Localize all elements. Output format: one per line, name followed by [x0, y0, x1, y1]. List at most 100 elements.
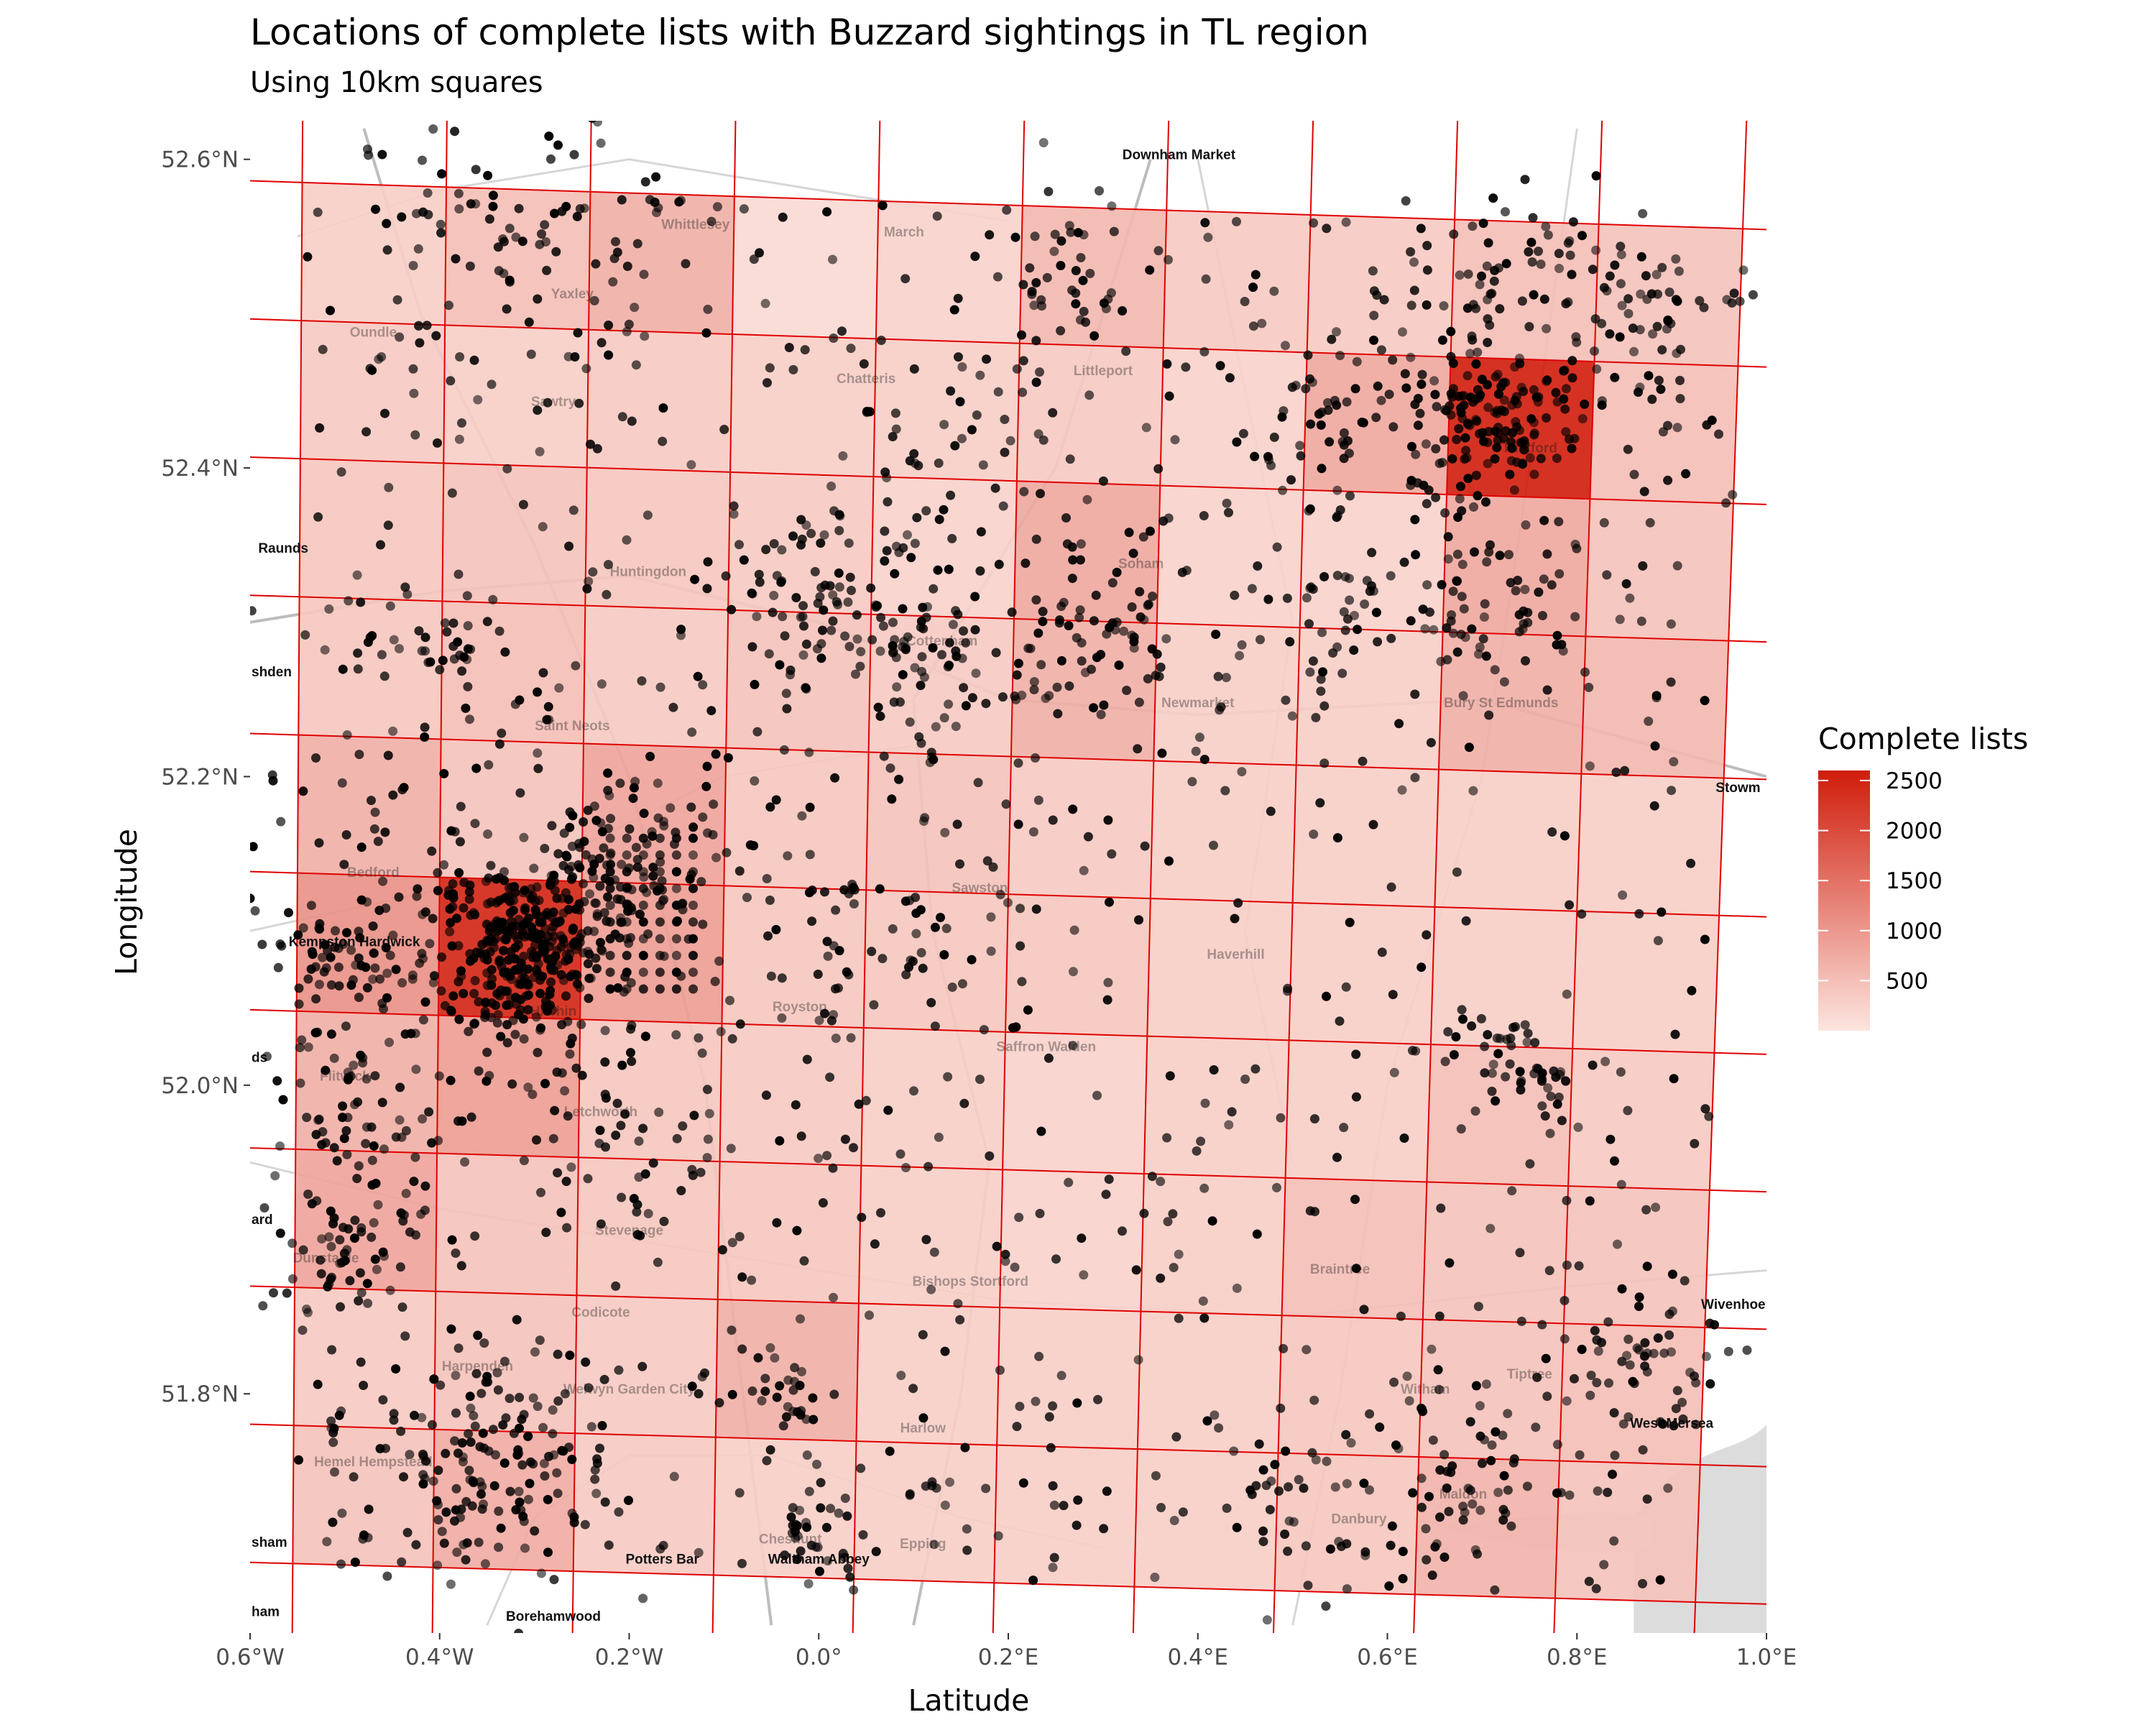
sighting-point [523, 1005, 533, 1015]
sighting-point [1534, 247, 1543, 257]
sighting-point [1515, 1067, 1525, 1077]
sighting-point [1152, 649, 1162, 659]
sighting-point [1332, 485, 1342, 495]
sighting-point [1033, 429, 1044, 439]
sighting-point [1445, 1258, 1455, 1268]
sighting-point [777, 1013, 787, 1023]
sighting-point [898, 670, 908, 680]
sighting-point [1359, 1478, 1369, 1489]
sighting-point [851, 669, 860, 679]
sighting-point [512, 1315, 522, 1325]
sighting-point [605, 883, 615, 893]
sighting-point [1616, 1179, 1626, 1190]
sighting-point [463, 621, 473, 631]
sighting-point [350, 1100, 359, 1110]
sighting-point [1036, 660, 1046, 670]
sighting-point [329, 1143, 339, 1153]
sighting-point [499, 1356, 510, 1366]
sighting-point [671, 867, 681, 877]
sighting-point [1232, 216, 1241, 226]
sighting-point [1272, 542, 1282, 552]
sighting-point [721, 571, 731, 581]
sighting-point [566, 874, 576, 884]
sighting-point [1486, 1455, 1496, 1466]
sighting-point [546, 870, 556, 880]
sighting-point [1623, 294, 1634, 304]
sighting-point [1238, 428, 1248, 438]
sighting-point [990, 483, 1000, 493]
square-cell [1572, 911, 1720, 1053]
sighting-point [542, 714, 552, 724]
sighting-point [581, 1357, 591, 1367]
sighting-point [951, 722, 961, 732]
sighting-point [562, 852, 572, 862]
sighting-point [327, 1345, 337, 1355]
sighting-point [653, 813, 663, 823]
sighting-point [302, 1305, 311, 1314]
sighting-point [604, 560, 613, 569]
square-cell [1292, 765, 1439, 907]
sighting-point [845, 572, 855, 582]
sighting-point [674, 197, 684, 207]
sighting-point [605, 901, 615, 910]
sighting-point [1570, 612, 1580, 622]
sighting-point [1636, 252, 1646, 262]
sighting-point [321, 1065, 331, 1075]
place-label: Potters Bar [625, 1552, 699, 1567]
sighting-point [502, 1038, 512, 1048]
sighting-point [601, 1093, 611, 1103]
sighting-point [1340, 625, 1350, 635]
sighting-point [1311, 1455, 1321, 1465]
sighting-point [760, 1374, 770, 1384]
sighting-point [1322, 224, 1332, 234]
sighting-point [1046, 1443, 1056, 1453]
sighting-point [1664, 1310, 1674, 1319]
sighting-point [1073, 1495, 1083, 1505]
sighting-point [1586, 1371, 1596, 1380]
sighting-point [1467, 331, 1477, 341]
sighting-point [391, 965, 401, 975]
sighting-point [457, 1438, 467, 1448]
sighting-point [1738, 265, 1749, 275]
sighting-point [1303, 1581, 1313, 1591]
sighting-point [320, 939, 330, 949]
sighting-point [1460, 632, 1470, 643]
sighting-point [1359, 1305, 1369, 1315]
sighting-point [622, 262, 632, 271]
sighting-point [592, 911, 602, 921]
sighting-point [933, 565, 943, 575]
sighting-point [510, 1029, 520, 1039]
sighting-point [1422, 580, 1432, 590]
sighting-point [520, 903, 530, 913]
sighting-point [502, 304, 512, 314]
sighting-point [517, 1460, 528, 1470]
sighting-point [910, 663, 920, 673]
sighting-point [698, 680, 708, 690]
sighting-point [477, 1481, 487, 1491]
sighting-point [778, 212, 788, 222]
sighting-point [632, 1200, 642, 1210]
sighting-point [600, 1497, 610, 1507]
square-cell [586, 329, 732, 472]
square-cell [1137, 1311, 1282, 1453]
sighting-point [647, 827, 657, 837]
sighting-point [1475, 642, 1485, 652]
sighting-point [579, 203, 589, 213]
sighting-point [514, 1486, 524, 1496]
sighting-point [1461, 916, 1471, 926]
sighting-point [295, 1043, 305, 1052]
sighting-point [569, 1517, 579, 1527]
sighting-point [1368, 266, 1378, 276]
sighting-point [1613, 1239, 1622, 1249]
sighting-point [846, 344, 856, 354]
sighting-point [1491, 1096, 1501, 1106]
sighting-point [1458, 691, 1468, 701]
sighting-point [790, 1363, 800, 1373]
sighting-point [464, 887, 474, 897]
sighting-point [885, 1446, 895, 1456]
sighting-point [362, 897, 372, 907]
sighting-point [638, 917, 648, 927]
sighting-point [543, 397, 553, 408]
sighting-point [820, 887, 829, 897]
sighting-point [1498, 1430, 1508, 1440]
